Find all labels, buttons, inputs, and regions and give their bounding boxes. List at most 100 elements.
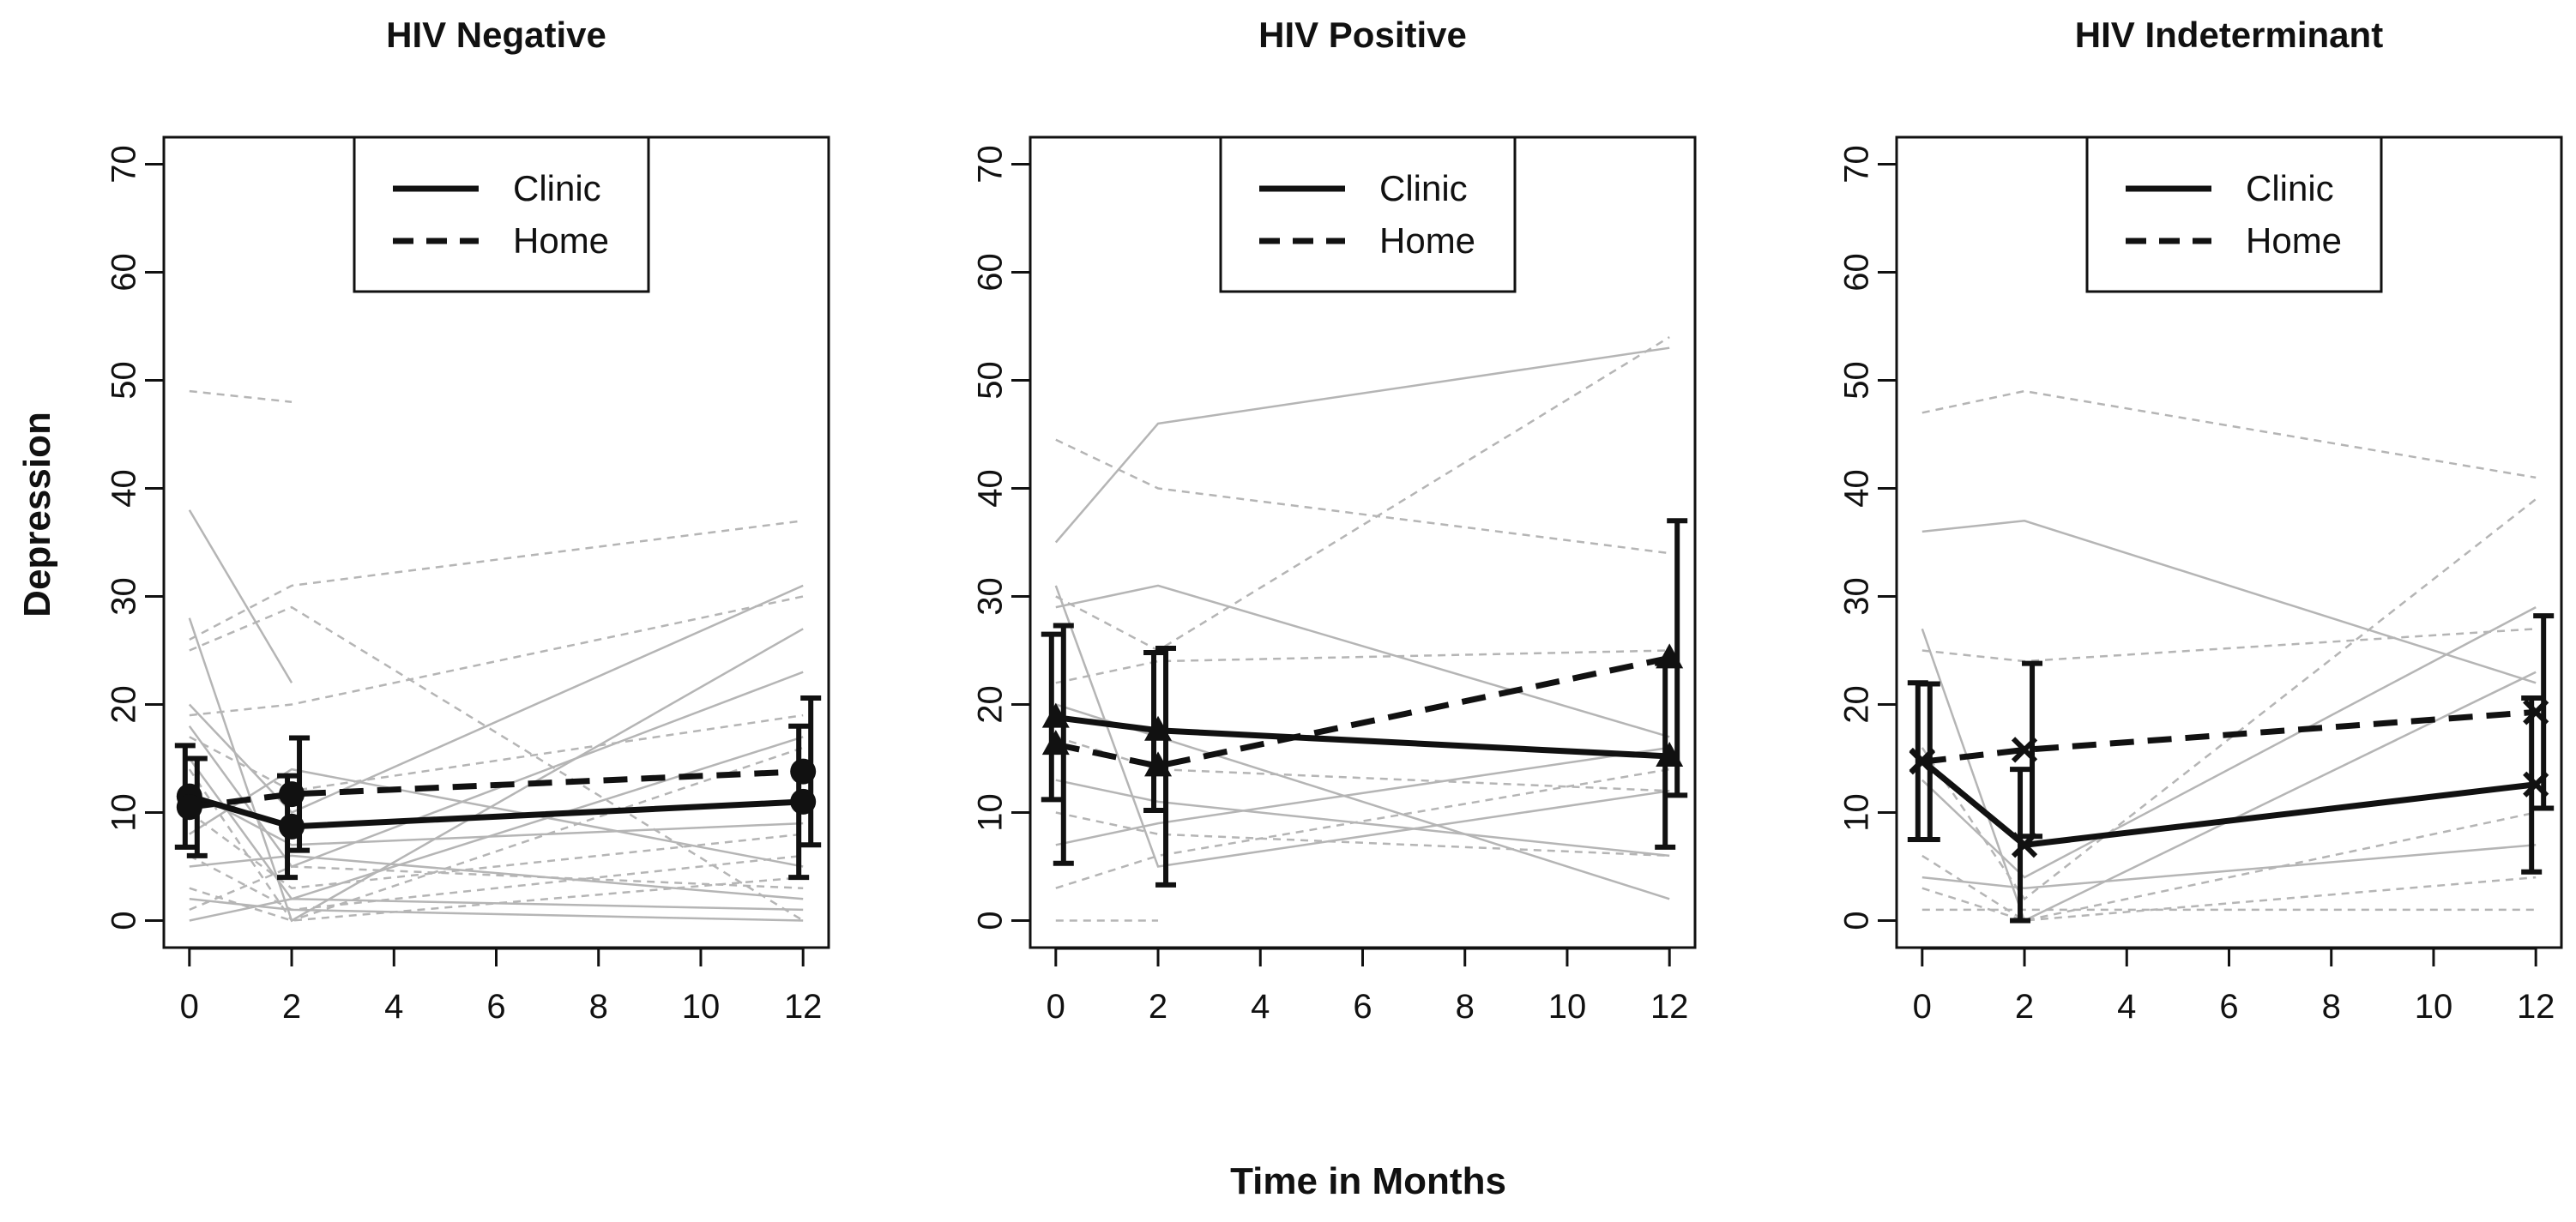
x-tick-label: 10 [1548, 988, 1587, 1026]
x-tick-label: 0 [1047, 988, 1065, 1026]
individual-line [1055, 584, 1670, 738]
individual-line [1054, 346, 1670, 544]
individual-line [1055, 768, 1670, 889]
x-tick-label: 4 [384, 988, 403, 1026]
y-tick-label: 10 [972, 793, 1010, 832]
individual-line [1055, 746, 1670, 846]
x-tick-label: 6 [2219, 988, 2238, 1026]
x-tick-label: 12 [1650, 988, 1689, 1026]
x-tick-label: 10 [2415, 988, 2453, 1026]
panel-title: HIV Indeterminant [2075, 15, 2383, 55]
data-point-home [2011, 737, 2038, 763]
y-tick-label: 70 [972, 145, 1010, 184]
y-tick-label: 0 [972, 911, 1010, 930]
individual-line [189, 389, 293, 403]
individual-line [1055, 336, 1670, 652]
legend-label-clinic: Clinic [513, 168, 601, 208]
data-point-clinic [279, 813, 305, 840]
panel-title: HIV Positive [1258, 15, 1467, 55]
y-tick-label: 50 [1838, 361, 1876, 400]
x-tick-label: 2 [1149, 988, 1167, 1026]
x-tick-label: 8 [2322, 988, 2341, 1026]
individual-line [189, 811, 804, 889]
individual-line [1921, 389, 2537, 479]
legend-box [2085, 135, 2383, 293]
data-point-home [2523, 699, 2549, 725]
individual-line [1921, 520, 2537, 684]
x-axis-title: Time in Months [1230, 1160, 1506, 1202]
individual-line [188, 746, 804, 922]
legend-label-home: Home [513, 220, 609, 261]
y-tick-label: 30 [106, 577, 143, 616]
y-tick-label: 0 [1838, 911, 1876, 930]
data-point-clinic [790, 788, 817, 815]
legend-box [353, 135, 650, 293]
legend-label-home: Home [2246, 220, 2342, 261]
data-point-clinic [2523, 771, 2549, 798]
individual-line [189, 854, 804, 900]
data-point-home [1041, 730, 1070, 755]
panel-2: HIV Positive 0 10 20 30 40 50 60 70 0 2 4 6 8 10 12 Clin… [972, 15, 1697, 1026]
individual-line [189, 520, 804, 641]
legend: Clinic Home [353, 135, 650, 293]
individual-line [188, 509, 293, 683]
y-tick-label: 30 [972, 577, 1010, 616]
panel-3: HIV Indeterminant 0 10 20 30 40 50 60 70 0 2 4 6 8 10 1… [1838, 15, 2563, 1026]
y-tick-label: 40 [1838, 469, 1876, 508]
y-tick-label: 70 [1838, 145, 1876, 184]
panel-1: HIV Negative 0 10 20 30 40 50 60 70 0 2 4 6 8 10 12 Clin… [106, 15, 830, 1026]
individual-line [1054, 585, 1670, 868]
x-tick-label: 4 [2117, 988, 2136, 1026]
x-tick-label: 2 [282, 988, 301, 1026]
data-point-home [279, 781, 305, 808]
individual-line [189, 605, 804, 922]
individual-line [1055, 779, 1670, 858]
legend: Clinic Home [2085, 135, 2383, 293]
y-tick-label: 60 [972, 253, 1010, 292]
x-tick-label: 10 [682, 988, 721, 1026]
y-tick-label: 60 [1838, 253, 1876, 292]
data-point-home [1656, 643, 1684, 669]
x-tick-label: 8 [1456, 988, 1475, 1026]
x-tick-label: 6 [1353, 988, 1372, 1026]
x-tick-label: 12 [2517, 988, 2555, 1026]
individual-line [1055, 703, 1670, 900]
x-tick-label: 0 [1913, 988, 1932, 1026]
y-tick-label: 20 [1838, 685, 1876, 724]
individual-line [1055, 811, 1670, 858]
y-tick-label: 20 [106, 685, 143, 724]
series-line-home [1055, 654, 1670, 769]
individual-line [1055, 438, 1670, 555]
data-point-home [1909, 749, 1935, 775]
individual-line [1921, 876, 2537, 922]
x-tick-label: 4 [1251, 988, 1270, 1026]
y-tick-label: 0 [106, 911, 143, 930]
legend-label-clinic: Clinic [2246, 168, 2334, 208]
individual-line [189, 898, 804, 922]
data-point-home [1144, 751, 1173, 777]
individual-line [1921, 605, 2537, 879]
x-tick-label: 0 [180, 988, 199, 1026]
panel-title: HIV Negative [386, 15, 606, 55]
y-tick-label: 20 [972, 685, 1010, 724]
legend-box [1219, 135, 1517, 293]
data-point-clinic [1041, 702, 1070, 728]
y-tick-label: 40 [972, 469, 1010, 508]
x-tick-label: 8 [589, 988, 608, 1026]
individual-line [1921, 811, 2537, 922]
series-line-home [1921, 708, 2537, 765]
legend: Clinic Home [1219, 135, 1517, 293]
data-point-home [176, 794, 202, 821]
y-tick-label: 10 [106, 793, 143, 832]
individual-line [189, 768, 804, 868]
data-point-clinic [1144, 715, 1173, 741]
y-axis-title: Depression [16, 412, 58, 617]
y-tick-label: 10 [1838, 793, 1876, 832]
individual-line [1055, 649, 1670, 684]
legend-label-home: Home [1379, 220, 1475, 261]
individual-line [188, 671, 804, 869]
x-tick-label: 12 [784, 988, 823, 1026]
individual-line [189, 865, 804, 912]
